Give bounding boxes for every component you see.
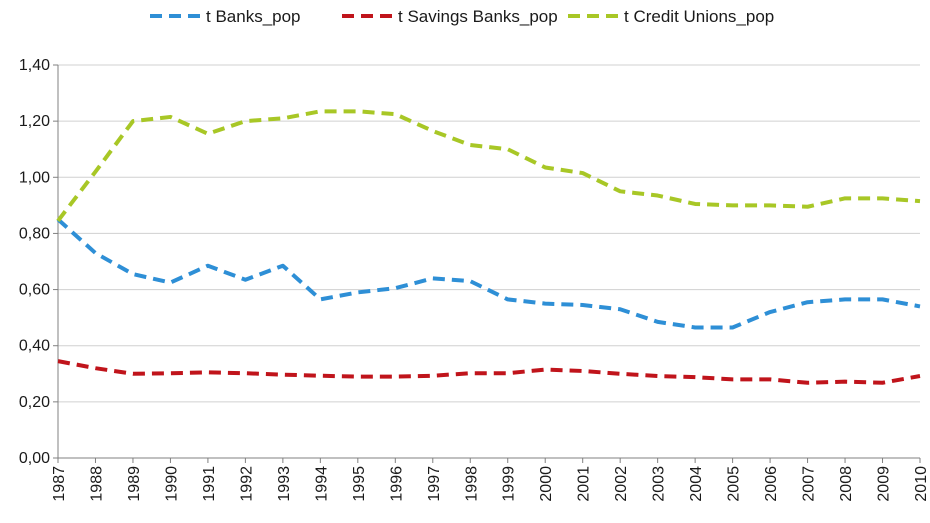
x-tick-label: 1989 bbox=[126, 466, 143, 502]
x-tick-label: 1994 bbox=[313, 466, 330, 502]
y-tick-label: 1,40 bbox=[19, 57, 50, 74]
x-tick-label: 1993 bbox=[276, 466, 293, 502]
x-tick-label: 2002 bbox=[613, 466, 630, 502]
x-tick-label: 1990 bbox=[163, 466, 180, 502]
x-tick-label: 1999 bbox=[501, 466, 518, 502]
x-tick-label: 1991 bbox=[201, 466, 218, 502]
y-tick-label: 0,00 bbox=[19, 450, 50, 467]
x-tick-label: 2006 bbox=[763, 466, 780, 502]
legend-label-1: t Banks_pop bbox=[206, 7, 301, 26]
x-tick-label: 2009 bbox=[876, 466, 893, 502]
x-tick-label: 1998 bbox=[463, 466, 480, 502]
y-tick-label: 1,00 bbox=[19, 169, 50, 186]
x-tick-label: 2008 bbox=[838, 466, 855, 502]
x-tick-label: 1988 bbox=[88, 466, 105, 502]
grid-lines bbox=[58, 64, 920, 403]
x-tick-label: 2004 bbox=[688, 466, 705, 502]
y-tick-label: 0,60 bbox=[19, 282, 50, 299]
series-group bbox=[56, 109, 921, 385]
x-tick-label: 2005 bbox=[726, 466, 743, 502]
y-tick-label: 0,40 bbox=[19, 338, 50, 355]
series-line-1 bbox=[56, 217, 921, 330]
series-line-2 bbox=[57, 359, 921, 385]
x-tick-label: 2007 bbox=[801, 466, 818, 502]
legend: t Banks_pop t Savings Banks_pop t Credit U… bbox=[150, 7, 774, 26]
legend-label-3: t Credit Unions_pop bbox=[624, 7, 774, 26]
axes bbox=[57, 65, 920, 459]
y-tick-label: 0,80 bbox=[19, 225, 50, 242]
x-tick-label: 1987 bbox=[51, 466, 68, 502]
x-tick-label: 1992 bbox=[238, 466, 255, 502]
legend-label-2: t Savings Banks_pop bbox=[398, 7, 558, 26]
series-line-3 bbox=[56, 109, 921, 223]
x-tick-label: 1995 bbox=[351, 466, 368, 502]
x-tick-label: 2010 bbox=[913, 466, 930, 502]
x-tick-label: 2000 bbox=[538, 466, 555, 502]
x-axis-ticks: 1987 1988 1989 1990 1991 1992 1993 1994 1995 1996… bbox=[51, 458, 930, 502]
y-axis-ticks: 0,00 0,20 0,40 0,60 0,80 1,00 1,20 1,40 bbox=[19, 57, 58, 467]
x-tick-label: 2001 bbox=[576, 466, 593, 502]
x-tick-label: 1997 bbox=[426, 466, 443, 502]
y-tick-label: 0,20 bbox=[19, 394, 50, 411]
x-tick-label: 1996 bbox=[388, 466, 405, 502]
y-tick-label: 1,20 bbox=[19, 113, 50, 130]
x-tick-label: 2003 bbox=[651, 466, 668, 502]
